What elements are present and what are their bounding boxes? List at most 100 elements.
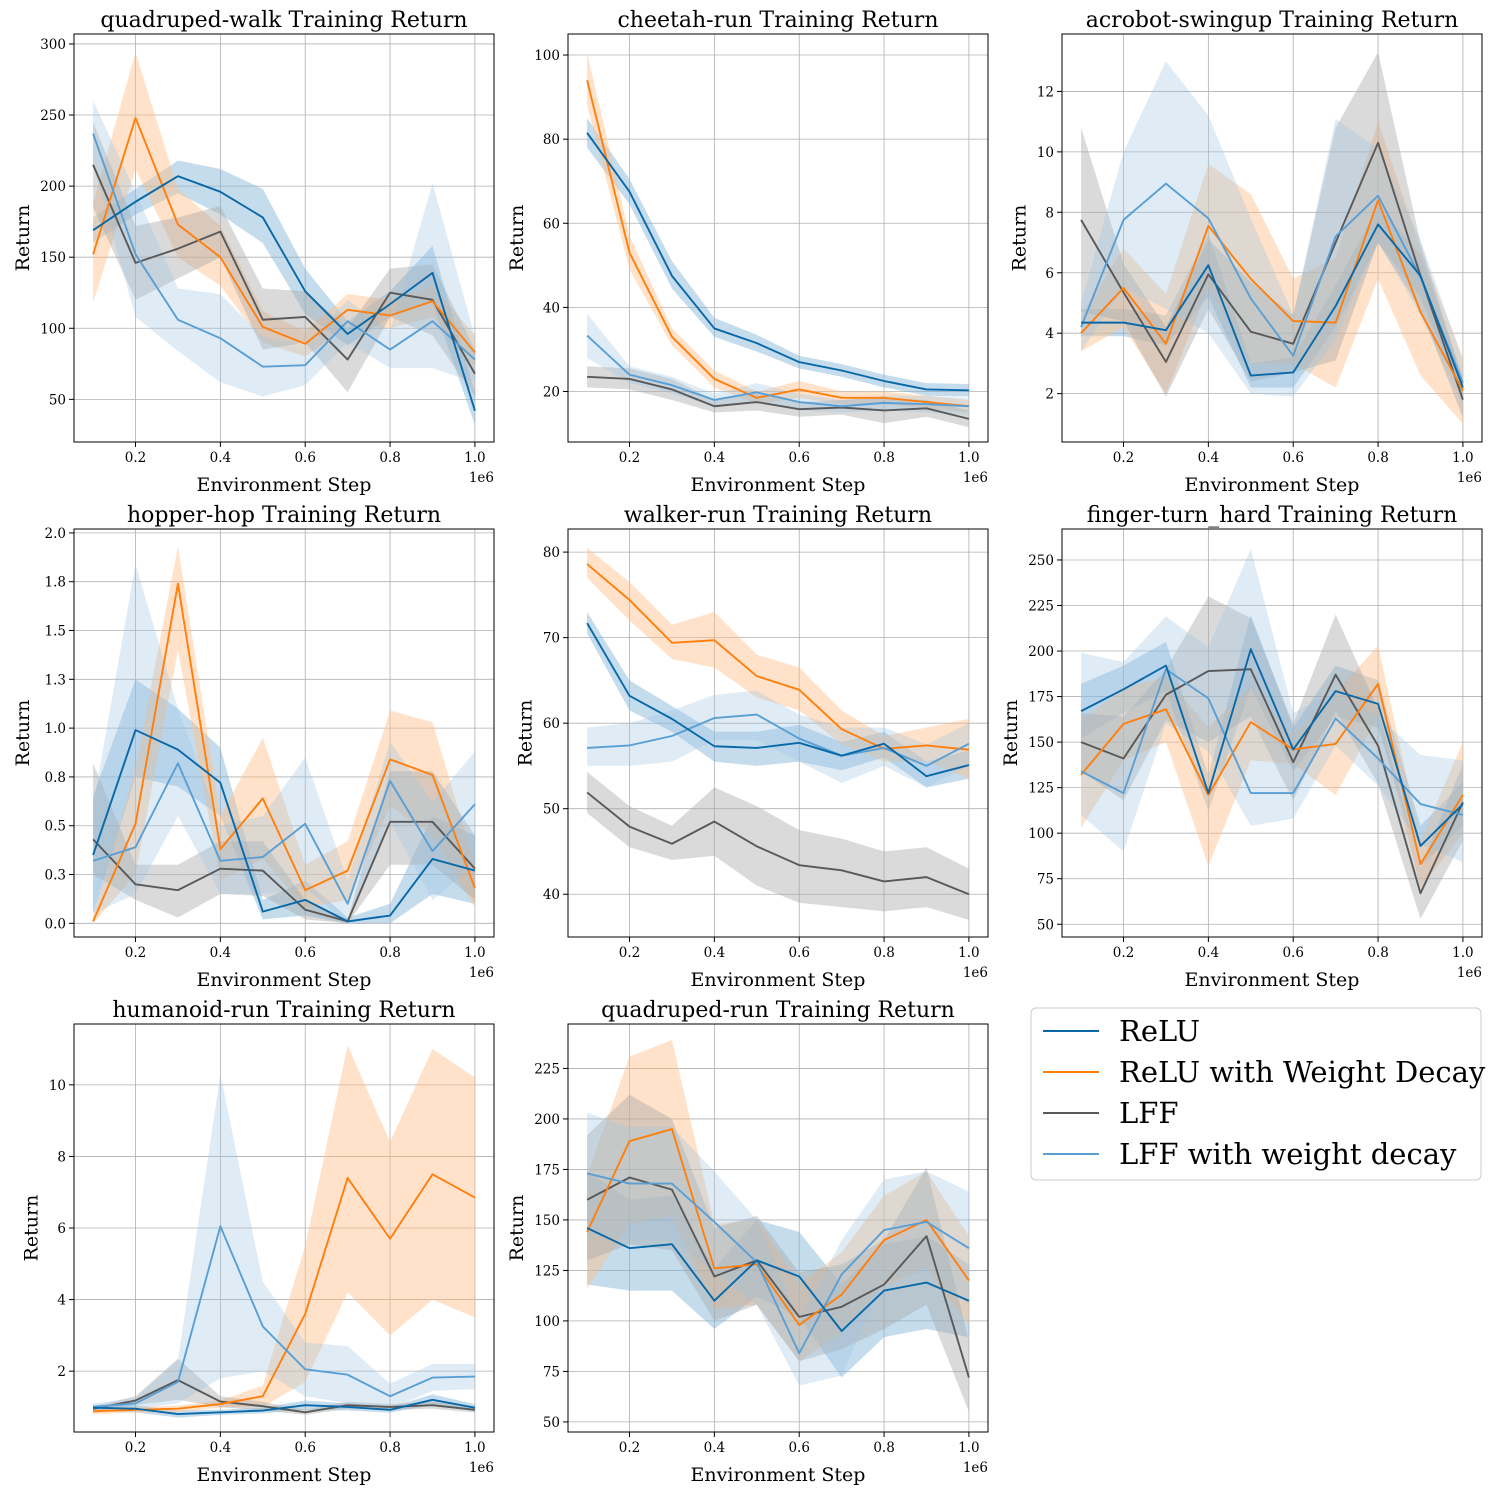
x-offset-label: 1e6: [1457, 470, 1482, 486]
legend-label-relu-weight-decay: ReLU with Weight Decay: [1119, 1055, 1486, 1089]
confidence-bands: [93, 52, 475, 425]
grid: [74, 34, 494, 442]
y-tick-label: 175: [1028, 690, 1054, 706]
y-tick-label: 6: [1045, 266, 1054, 282]
series-lines: [586, 563, 970, 896]
y-tick-label: 60: [543, 716, 560, 732]
band-relu: [93, 160, 475, 425]
y-tick-label: 75: [1037, 872, 1054, 888]
band-relu-with-weight-decay: [1081, 645, 1463, 888]
legend-label-relu: ReLU: [1119, 1014, 1200, 1048]
series-line-relu-with-weight-decay: [92, 582, 476, 922]
panel-quadruped-walk-training-return: 0.2 0.4 0.6 0.8 1.0 50 100 150 200 250 300 1e6 quadr…: [12, 8, 495, 496]
series-line-relu: [586, 132, 969, 392]
series-line-lff-with-weight-decay: [587, 713, 970, 767]
y-tick-label: 225: [534, 1061, 560, 1077]
y-tick-label: 0.5: [45, 819, 66, 835]
grid: [568, 34, 988, 442]
series-line-lff-with-weight-decay: [92, 133, 476, 368]
confidence-bands: [93, 1045, 475, 1418]
y-axis-label: Return: [20, 1195, 42, 1262]
series-line-lff: [1080, 668, 1464, 895]
band-lff-with-weight-decay: [587, 690, 969, 788]
legend-frame: [1030, 1007, 1482, 1181]
band-relu-with-weight-decay: [93, 1045, 475, 1415]
x-offset-label: 1e6: [1457, 965, 1482, 981]
x-tick-label: 0.4: [1198, 945, 1219, 961]
y-tick-label: 6: [57, 1221, 66, 1237]
grid: [568, 529, 988, 937]
x-axis-label: Environment Step: [197, 1464, 372, 1486]
x-tick-label: 0.2: [619, 1440, 640, 1456]
y-tick-label: 2: [57, 1364, 66, 1380]
y-tick-label: 150: [1028, 735, 1054, 751]
band-lff-with-weight-decay: [1081, 549, 1463, 863]
y-tick-label: 50: [543, 802, 560, 818]
band-relu-with-weight-decay: [93, 52, 475, 369]
x-offset-label: 1e6: [469, 470, 494, 486]
y-axis-label: Return: [12, 700, 34, 767]
y-tick-label: 200: [534, 1112, 560, 1128]
x-tick-label: 0.2: [619, 945, 640, 961]
x-tick-label: 1.0: [958, 945, 979, 961]
y-tick-label: 125: [1028, 781, 1054, 797]
series-line-relu: [586, 1227, 970, 1332]
y-tick-label: 80: [543, 545, 560, 561]
axes-frame: [567, 1023, 989, 1433]
y-tick-label: 2: [1045, 387, 1054, 403]
y-tick-label: 150: [40, 250, 66, 266]
y-tick-label: 175: [534, 1162, 560, 1178]
grid: [1062, 529, 1482, 937]
band-lff: [587, 771, 969, 920]
y-tick-label: 70: [543, 631, 560, 647]
y-tick-label: 0.0: [45, 916, 66, 932]
y-tick-label: 10: [49, 1078, 66, 1094]
band-lff: [587, 1094, 969, 1412]
y-tick-label: 1.8: [45, 575, 66, 591]
axes-frame: [567, 33, 989, 443]
y-tick-label: 75: [543, 1364, 560, 1380]
confidence-bands: [587, 1040, 969, 1412]
y-tick-label: 100: [1028, 826, 1054, 842]
series-line-lff-with-weight-decay: [93, 1225, 475, 1408]
series-line-lff: [92, 820, 476, 923]
y-tick-label: 100: [40, 321, 66, 337]
x-tick-label: 0.8: [379, 945, 400, 961]
series-line-relu-with-weight-decay: [92, 116, 476, 354]
x-axis-label: Environment Step: [1185, 474, 1360, 496]
x-offset-label: 1e6: [963, 470, 988, 486]
band-relu: [93, 679, 475, 924]
y-tick-label: 0.3: [45, 868, 66, 884]
y-tick-label: 8: [57, 1149, 66, 1165]
x-tick-label: 0.8: [1367, 450, 1388, 466]
x-tick-label: 0.6: [294, 945, 315, 961]
x-axis-label: Environment Step: [691, 474, 866, 496]
panels: 0.2 0.4 0.6 0.8 1.0501001502002503001e6quadr…: [12, 8, 1483, 1486]
panel-title: acrobot-swingup Training Return: [1086, 8, 1459, 33]
panel-finger-turn-hard-training-return: 0.2 0.4 0.6 0.8 1.0 50 75 100 125 150 175 200 225 250…: [1000, 503, 1483, 991]
y-tick-label: 2.0: [45, 526, 66, 542]
x-tick-label: 1.0: [1452, 945, 1473, 961]
series-line-relu: [1081, 223, 1464, 388]
grid: [74, 1024, 494, 1432]
panel-title: quadruped-walk Training Return: [100, 8, 467, 33]
series-lines: [1080, 141, 1464, 400]
y-tick-label: 8: [1045, 205, 1054, 221]
panel-title: hopper-hop Training Return: [127, 503, 441, 528]
band-lff: [93, 122, 475, 397]
x-axis-label: Environment Step: [197, 474, 372, 496]
panel-title: quadruped-run Training Return: [601, 998, 955, 1023]
axes-frame: [73, 33, 495, 443]
series-line-lff: [92, 164, 476, 375]
x-axis-label: Environment Step: [691, 969, 866, 991]
x-tick-label: 1.0: [464, 945, 485, 961]
y-tick-label: 50: [49, 392, 66, 408]
series-line-lff: [587, 375, 970, 420]
x-tick-label: 1.0: [464, 1440, 485, 1456]
confidence-bands: [1081, 52, 1463, 424]
panel-quadruped-run-training-return: 0.2 0.4 0.6 0.8 1.0 50 75 100 125 150 175 200 225 1e6…: [506, 998, 989, 1486]
y-axis-label: Return: [12, 205, 34, 272]
series-line-relu-with-weight-decay: [93, 1173, 476, 1413]
y-tick-label: 4: [1045, 326, 1054, 342]
